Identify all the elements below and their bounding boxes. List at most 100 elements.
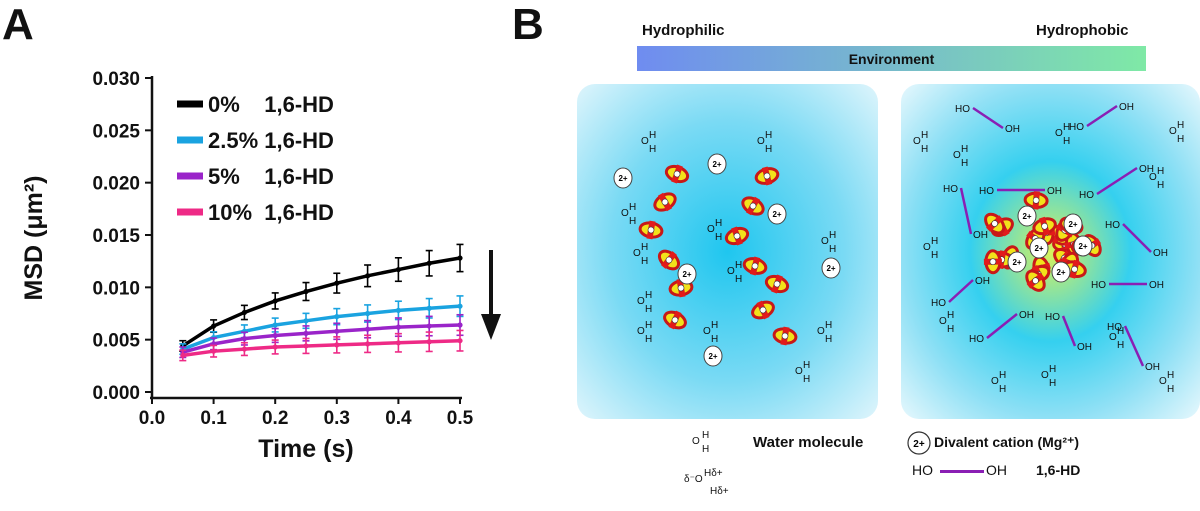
hd-molecule: HO OH [1107,322,1160,373]
nucleotide-unit [1032,216,1057,236]
data-point [272,322,278,328]
svg-text:2+: 2+ [772,210,781,219]
svg-text:O: O [817,326,825,337]
svg-text:2+: 2+ [1012,258,1021,267]
cation-icon: 2+ [1029,237,1049,259]
x-tick-label: 0.0 [139,408,165,429]
svg-text:H: H [1049,364,1056,375]
svg-text:H: H [641,242,648,253]
svg-text:HO: HO [1107,322,1122,333]
svg-text:OH: OH [973,230,988,241]
water-molecule: OHH [939,310,954,335]
svg-text:H: H [999,370,1006,381]
nucleic-acid-condensate: 2+ 2+ 2+ 2+ 2+ 2+ [983,191,1102,292]
svg-text:OH: OH [975,276,990,287]
water-molecule: OHH [727,260,742,285]
water-molecule: OHH [913,130,928,155]
svg-text:O: O [953,150,961,161]
cation-icon: 2+ [1007,251,1027,273]
svg-text:OH: OH [1145,362,1160,373]
hydrophilic-label: Hydrophilic [642,22,725,39]
hydrophilic-box [577,84,878,419]
svg-text:H: H [803,360,810,371]
svg-text:H: H [931,236,938,247]
svg-text:OH: OH [1139,164,1154,175]
y-tick-label: 0.015 [92,226,140,247]
svg-text:2+: 2+ [708,352,717,361]
water-molecule: OHH [795,360,810,385]
water-molecule: OHH [621,202,636,227]
data-point [365,310,371,317]
legend-label: 5% 1,6-HD [208,164,334,189]
water-molecule: OHH [1159,370,1174,395]
nucleotide-unit [741,196,765,216]
svg-text:HO: HO [931,298,946,309]
nucleotide-unit [772,326,798,346]
svg-text:H: H [1167,384,1174,395]
svg-text:H: H [1117,340,1124,351]
data-point [426,305,432,311]
svg-text:H: H [649,144,656,155]
y-axis-title: MSD (μm²) [20,176,48,301]
data-point [303,288,309,295]
svg-text:H: H [645,320,652,331]
legend-label: 2.5% 1,6-HD [208,128,334,153]
svg-text:H: H [629,216,636,227]
water-molecule-label: Water molecule [753,434,864,451]
x-tick-label: 0.5 [447,408,474,429]
environment-label: Environment [848,50,935,67]
svg-text:H: H [641,256,648,267]
data-point [395,324,401,330]
nucleotide-unit [742,256,768,276]
data-point [334,314,340,320]
data-point [426,339,432,345]
svg-text:OH: OH [1047,186,1062,197]
data-point [241,346,247,352]
water-molecule: OHH [641,130,656,155]
svg-text:H: H [961,158,968,169]
svg-text:O: O [795,366,803,377]
decrease-arrow [481,250,501,340]
nucleotide-unit [1023,191,1049,210]
svg-text:OH: OH [1153,248,1168,259]
svg-text:H: H [829,244,836,255]
svg-text:H: H [735,260,742,271]
hd-line-icon [940,470,984,473]
water-molecule: OHH [633,242,648,267]
svg-text:O: O [692,436,700,447]
nucleotide-unit [724,226,750,246]
svg-text:2+: 2+ [913,439,925,450]
data-point [395,266,401,273]
svg-text:H: H [649,130,656,141]
data-point [272,344,278,350]
water-molecule: OHH [1149,166,1164,191]
svg-text:H: H [825,320,832,331]
water-molecule: OHH [821,230,836,255]
svg-text:H: H [765,144,772,155]
svg-text:HO: HO [969,334,984,345]
divalent-cation-label: Divalent cation (Mg²⁺) [934,434,1080,450]
water-molecule: OHH [637,320,652,345]
svg-text:O: O [1169,126,1177,137]
cation-icon: 2+ [677,263,697,285]
svg-text:2+: 2+ [1022,212,1031,221]
svg-text:H: H [921,130,928,141]
data-point [303,330,309,336]
cation-icon: 2+ [1073,235,1093,257]
data-point [395,307,401,313]
svg-text:2+: 2+ [682,270,691,279]
legend-label: 10% 1,6-HD [208,200,334,225]
water-molecule: OHH [757,130,772,155]
x-tick-label: 0.4 [385,408,412,429]
svg-text:HO: HO [943,184,958,195]
data-point [457,338,463,344]
svg-text:H: H [1063,136,1070,147]
nucleotide-unit [751,300,775,320]
svg-text:OH: OH [1149,280,1164,291]
water-molecule: OHH [923,236,938,261]
panel-b-label: B [512,0,544,49]
hd-molecule: HO OH [931,276,990,309]
